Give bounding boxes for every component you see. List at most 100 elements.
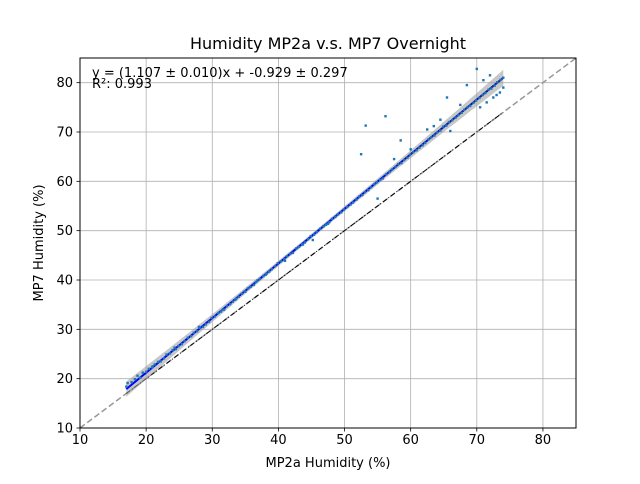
- data-point: [408, 153, 412, 156]
- data-point: [237, 295, 240, 298]
- data-point: [402, 158, 406, 162]
- data-point: [162, 357, 166, 360]
- data-point: [267, 270, 271, 273]
- y-tick-label: 70: [56, 126, 73, 141]
- y-tick-label: 50: [56, 224, 73, 239]
- data-point: [318, 227, 322, 230]
- data-point: [256, 279, 259, 282]
- data-point: [195, 330, 199, 333]
- data-point: [361, 193, 364, 197]
- data-point: [219, 310, 223, 313]
- data-point: [291, 251, 295, 255]
- y-axis-label: MP7 Humidity (%): [32, 184, 47, 301]
- data-point: [297, 245, 301, 249]
- x-tick-label: 60: [402, 433, 419, 448]
- data-point: [270, 267, 273, 271]
- data-point: [174, 347, 178, 351]
- data-point: [493, 84, 496, 87]
- data-point: [432, 124, 435, 128]
- data-point: [475, 67, 478, 71]
- data-point: [427, 138, 430, 141]
- data-point: [495, 93, 498, 97]
- data-point: [373, 183, 376, 186]
- data-point: [399, 139, 402, 142]
- data-point: [125, 385, 128, 388]
- data-point: [204, 323, 207, 326]
- data-point: [244, 290, 247, 293]
- y-tick-label: 20: [56, 372, 73, 387]
- data-point: [482, 79, 485, 82]
- data-point: [340, 211, 343, 214]
- data-point: [433, 134, 436, 137]
- data-point: [240, 292, 244, 295]
- data-point: [173, 346, 176, 349]
- data-point: [289, 252, 292, 256]
- data-point: [207, 320, 211, 324]
- data-point: [485, 101, 488, 104]
- data-point: [364, 124, 367, 127]
- data-point: [441, 125, 445, 128]
- data-point: [136, 374, 139, 377]
- data-point: [384, 115, 387, 118]
- data-point: [406, 156, 409, 159]
- data-point: [183, 340, 186, 343]
- data-point: [210, 316, 213, 320]
- data-point: [330, 217, 334, 220]
- data-point: [262, 274, 265, 278]
- data-point: [498, 91, 502, 94]
- data-point: [424, 141, 427, 145]
- data-point: [396, 162, 400, 166]
- data-point: [492, 96, 495, 99]
- data-point: [141, 371, 144, 374]
- data-point: [488, 74, 492, 77]
- data-point: [496, 81, 499, 84]
- data-point: [279, 260, 283, 263]
- x-tick-label: 50: [336, 433, 353, 448]
- data-point: [177, 344, 180, 348]
- data-point: [400, 161, 403, 165]
- data-point: [221, 308, 224, 312]
- data-point: [201, 325, 205, 329]
- data-point: [249, 285, 252, 289]
- data-point: [394, 165, 397, 169]
- data-point: [381, 177, 385, 180]
- data-point: [273, 265, 277, 268]
- x-tick-label: 80: [535, 433, 552, 448]
- data-point: [451, 119, 454, 122]
- data-point: [156, 360, 160, 364]
- data-point: [369, 186, 373, 189]
- y-tick-label: 60: [56, 175, 73, 190]
- data-point: [324, 223, 328, 226]
- data-point: [223, 308, 226, 311]
- data-point: [357, 195, 361, 198]
- data-point: [192, 331, 195, 334]
- data-point: [469, 104, 472, 108]
- data-point: [465, 83, 469, 87]
- data-point: [474, 99, 478, 102]
- data-point: [392, 157, 396, 161]
- data-point: [385, 173, 388, 176]
- data-point: [153, 363, 156, 366]
- data-point: [359, 153, 363, 156]
- data-point: [231, 300, 234, 303]
- data-point: [301, 243, 305, 246]
- data-point: [454, 116, 457, 119]
- data-point: [409, 148, 412, 151]
- data-point: [258, 277, 262, 281]
- chart-title: Humidity MP2a v.s. MP7 Overnight: [190, 34, 466, 53]
- data-point: [445, 96, 449, 99]
- data-point: [303, 241, 307, 244]
- y-tick-label: 10: [56, 422, 73, 437]
- y-tick-label: 30: [56, 323, 73, 338]
- data-points: [125, 67, 505, 388]
- data-point: [283, 258, 286, 261]
- data-point: [144, 370, 148, 373]
- data-point: [213, 315, 217, 318]
- data-point: [415, 149, 418, 152]
- data-point: [349, 203, 352, 206]
- data-point: [490, 87, 493, 90]
- data-point: [307, 237, 310, 241]
- data-point: [276, 262, 279, 265]
